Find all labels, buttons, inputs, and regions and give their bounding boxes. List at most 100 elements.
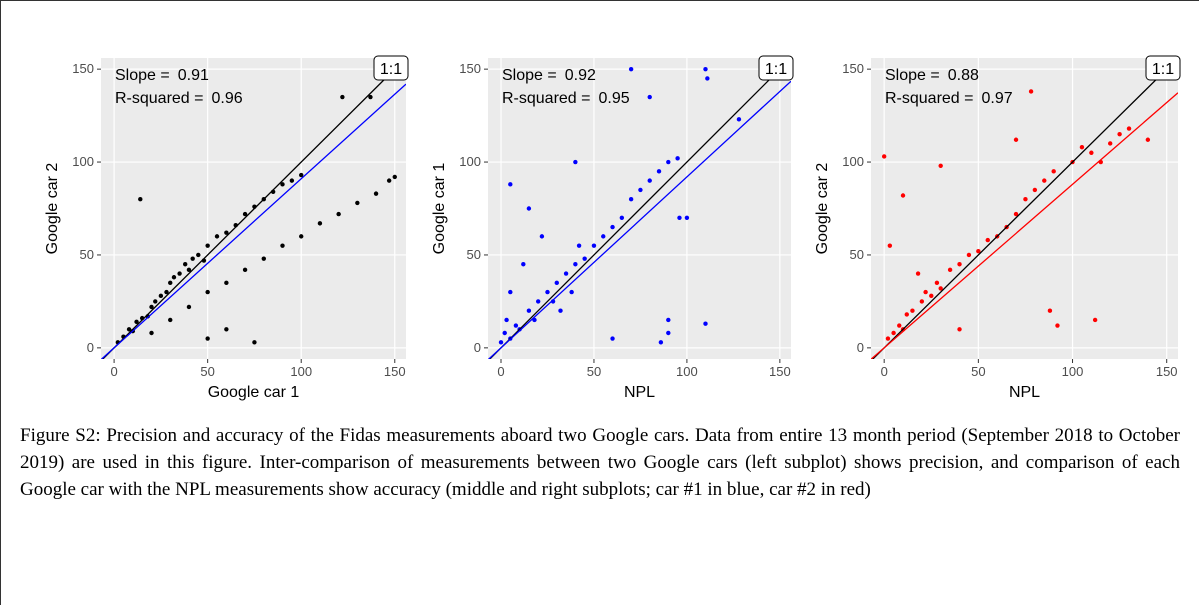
identity-label: 1:1 bbox=[1152, 61, 1174, 78]
point bbox=[205, 336, 210, 341]
point bbox=[242, 211, 248, 217]
point bbox=[703, 321, 708, 326]
point bbox=[149, 304, 154, 310]
point bbox=[684, 215, 690, 220]
x-tick-label: 50 bbox=[587, 364, 601, 379]
identity-label: 1:1 bbox=[380, 61, 402, 78]
point bbox=[1126, 126, 1132, 131]
fit-line bbox=[101, 83, 406, 359]
point bbox=[171, 275, 177, 280]
point bbox=[373, 191, 379, 196]
point bbox=[677, 215, 682, 220]
slope-label: Slope = bbox=[502, 67, 557, 84]
point bbox=[526, 308, 532, 313]
point bbox=[153, 299, 158, 304]
point bbox=[289, 178, 295, 183]
point bbox=[1028, 89, 1034, 94]
point bbox=[591, 243, 597, 248]
point bbox=[535, 299, 541, 304]
point bbox=[582, 256, 587, 261]
identity-label: 1:1 bbox=[765, 61, 787, 78]
x-tick-label: 0 bbox=[881, 364, 888, 379]
point bbox=[539, 234, 545, 239]
point bbox=[891, 330, 896, 336]
point bbox=[317, 221, 323, 226]
point bbox=[601, 234, 606, 239]
r2-value: 0.97 bbox=[982, 90, 1013, 107]
slope-annotation: Slope = 0.88 bbox=[885, 67, 979, 84]
point bbox=[558, 308, 563, 313]
point bbox=[392, 174, 397, 180]
point bbox=[647, 178, 652, 183]
x-tick-label: 0 bbox=[497, 364, 504, 379]
x-tick-label: 0 bbox=[110, 364, 117, 379]
point bbox=[177, 271, 182, 276]
identity-label-box bbox=[758, 55, 794, 81]
plot-area bbox=[488, 58, 791, 359]
point bbox=[675, 156, 680, 161]
fit-line bbox=[871, 92, 1178, 359]
point bbox=[386, 178, 392, 183]
point bbox=[576, 243, 582, 248]
caption: Figure S2: Precision and accuracy of the… bbox=[20, 425, 1180, 500]
point bbox=[610, 224, 615, 230]
point bbox=[628, 66, 634, 72]
x-axis-label: NPL bbox=[1009, 384, 1040, 401]
x-tick-label: 50 bbox=[200, 364, 214, 379]
point bbox=[897, 323, 902, 328]
y-tick-label: 50 bbox=[467, 247, 481, 262]
point bbox=[885, 336, 891, 341]
point bbox=[183, 262, 188, 267]
point bbox=[224, 327, 229, 332]
r2-annotation: R-squared = 0.96 bbox=[115, 90, 243, 107]
point bbox=[554, 280, 559, 286]
point bbox=[887, 243, 893, 248]
point bbox=[498, 340, 504, 345]
point bbox=[573, 262, 578, 267]
point bbox=[1079, 144, 1085, 150]
point bbox=[224, 230, 229, 235]
point bbox=[666, 159, 671, 165]
point bbox=[910, 308, 915, 313]
x-axis-label: Google car 1 bbox=[208, 384, 300, 401]
point bbox=[1032, 187, 1038, 193]
point bbox=[703, 66, 708, 72]
point bbox=[168, 317, 173, 323]
point bbox=[985, 237, 990, 243]
point bbox=[502, 330, 507, 336]
x-tick-label: 100 bbox=[1062, 364, 1084, 379]
point bbox=[526, 206, 532, 211]
y-axis-label: Google car 2 bbox=[44, 163, 61, 255]
point bbox=[656, 169, 662, 174]
x-tick-label: 100 bbox=[290, 364, 312, 379]
point bbox=[126, 327, 132, 332]
point bbox=[1089, 150, 1094, 155]
slope-value: 0.91 bbox=[178, 67, 209, 84]
x-tick-label: 150 bbox=[384, 364, 406, 379]
point bbox=[1092, 317, 1098, 323]
y-tick-label: 100 bbox=[72, 154, 94, 169]
plot-area bbox=[871, 58, 1178, 359]
y-tick-label: 150 bbox=[459, 61, 481, 76]
r2-value: 0.96 bbox=[212, 90, 243, 107]
point bbox=[242, 267, 248, 273]
identity-line bbox=[871, 58, 1178, 359]
point bbox=[966, 252, 972, 258]
y-tick-label: 50 bbox=[80, 247, 94, 262]
point bbox=[666, 330, 671, 336]
point bbox=[261, 256, 266, 261]
point bbox=[1117, 131, 1122, 137]
point bbox=[1055, 323, 1060, 328]
point bbox=[138, 197, 143, 202]
point bbox=[168, 280, 173, 286]
fit-line bbox=[488, 80, 791, 359]
point bbox=[938, 286, 943, 291]
point bbox=[736, 117, 742, 122]
point bbox=[336, 211, 341, 217]
y-tick-label: 50 bbox=[850, 247, 864, 262]
point bbox=[186, 304, 192, 310]
point bbox=[508, 289, 513, 295]
x-axis-label: NPL bbox=[624, 384, 655, 401]
y-tick-label: 0 bbox=[87, 340, 94, 355]
